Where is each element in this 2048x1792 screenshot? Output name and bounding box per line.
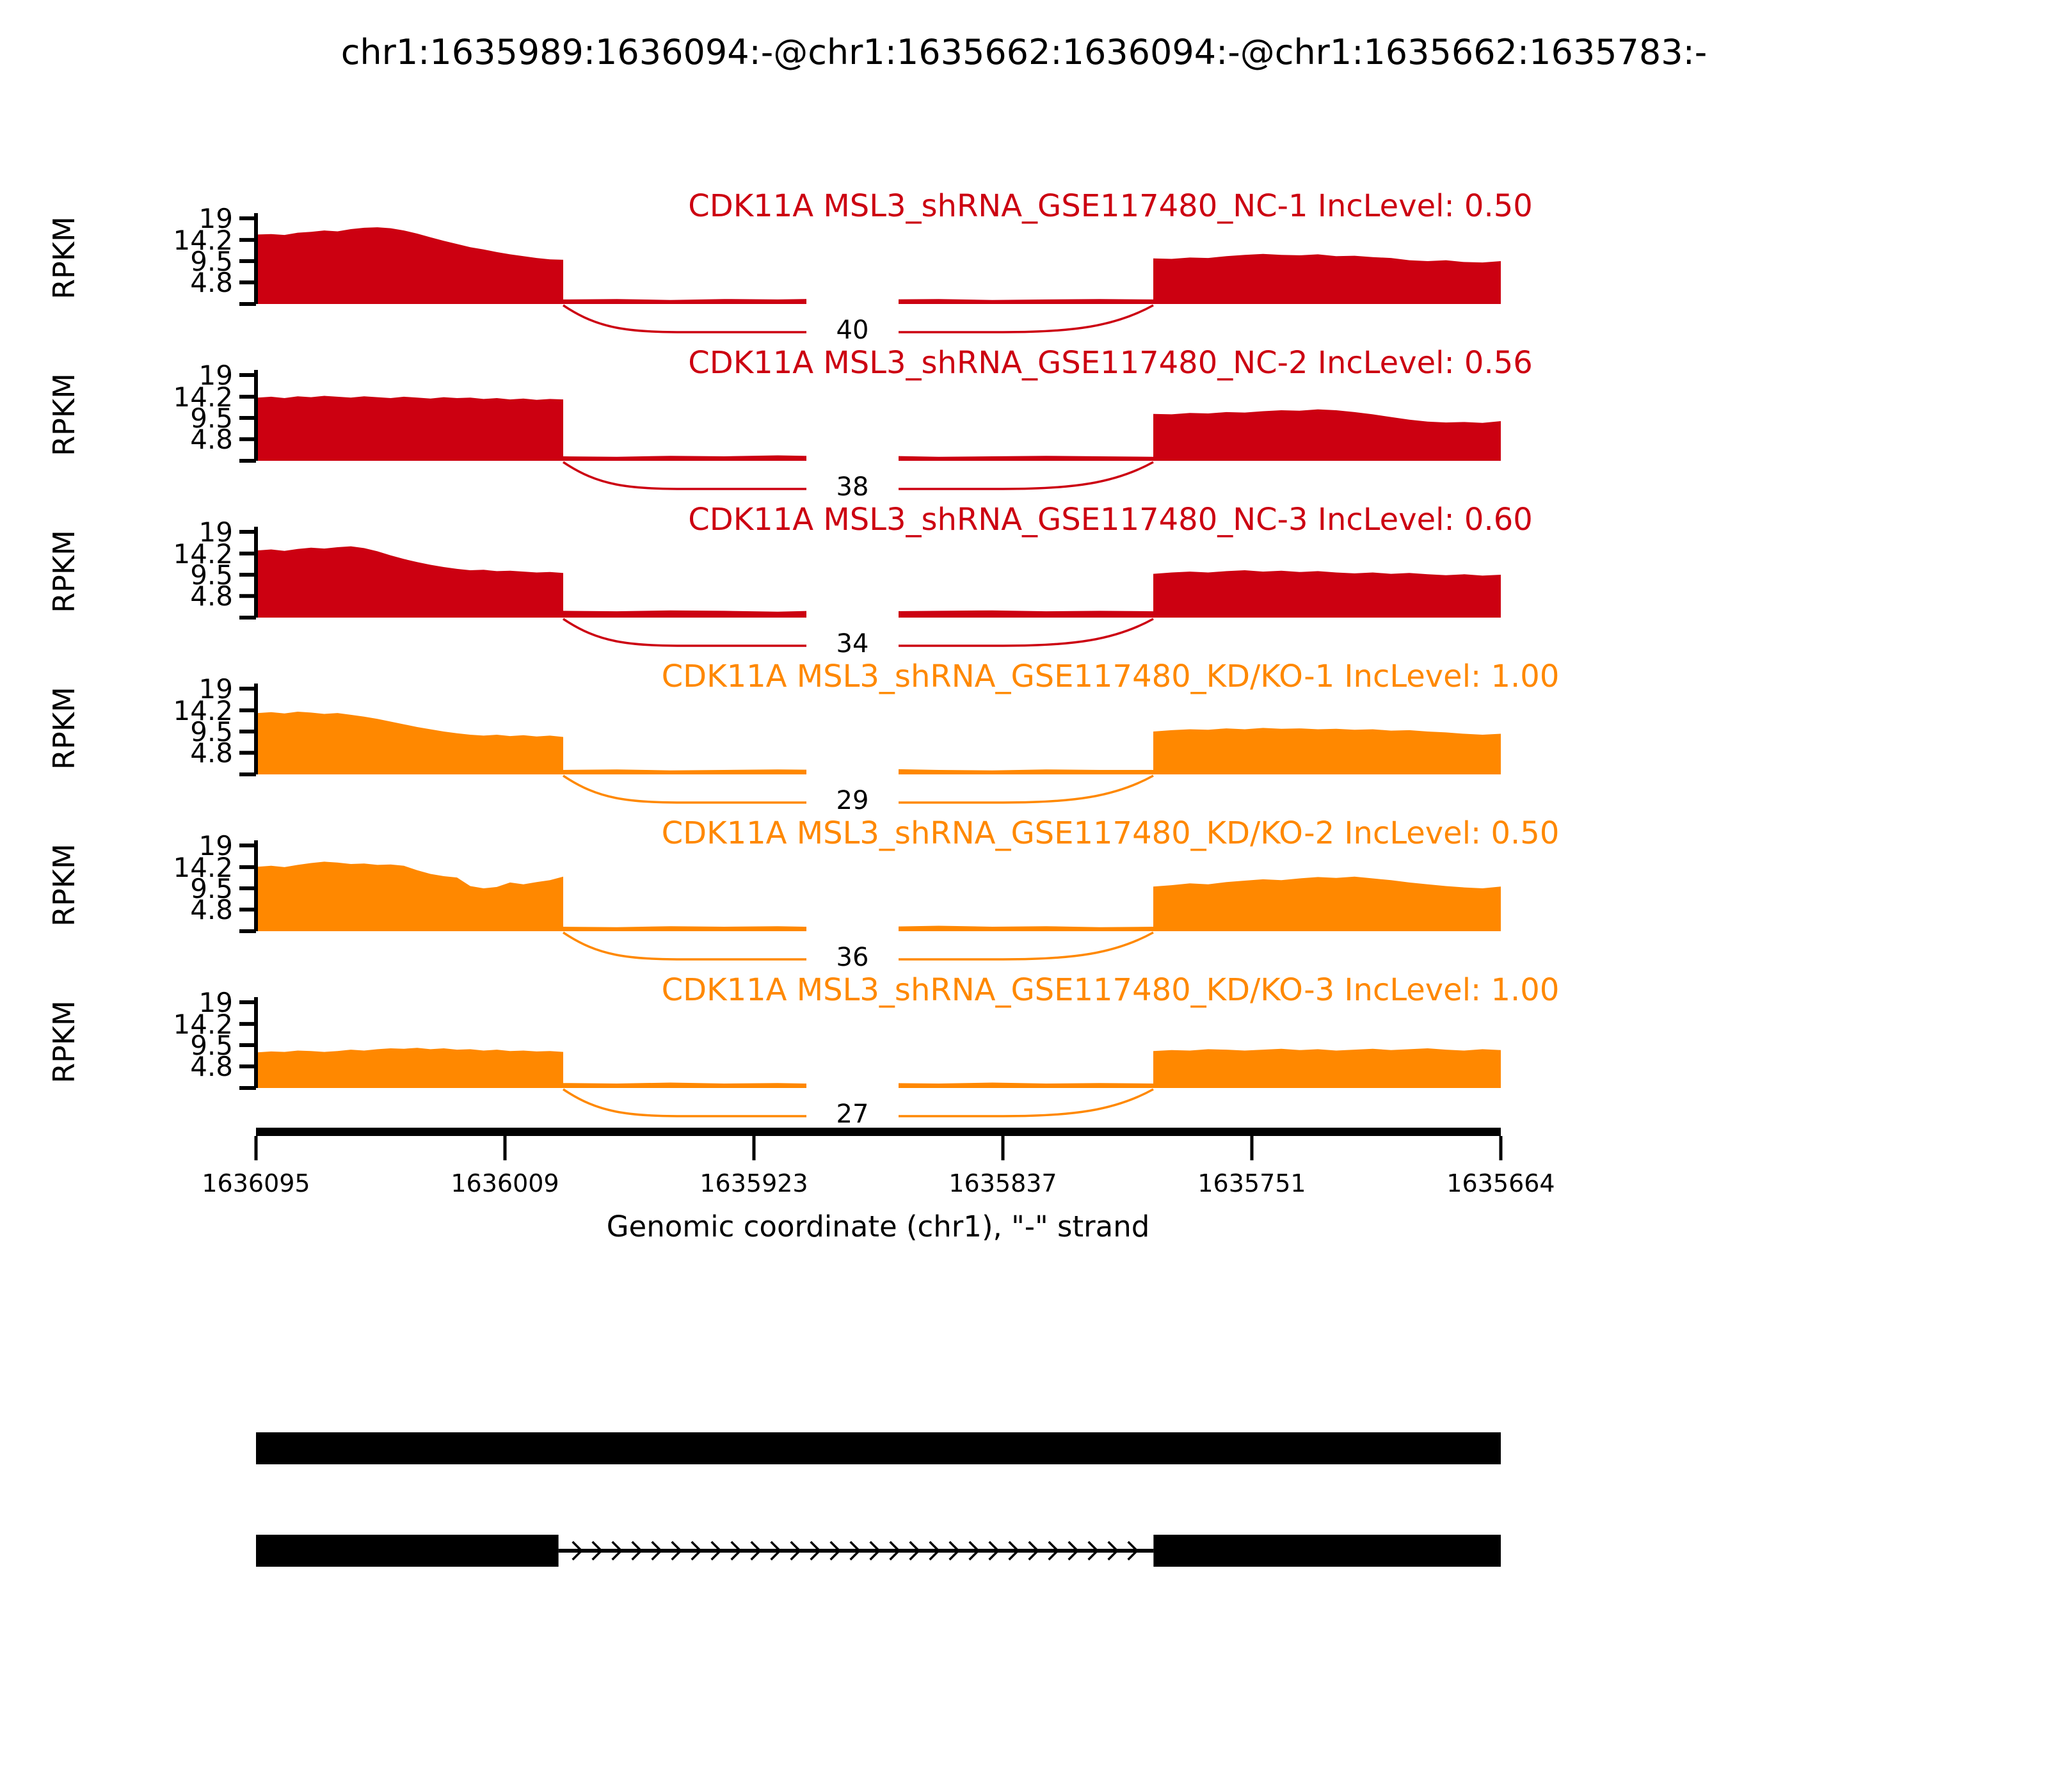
y-axis bbox=[239, 370, 258, 463]
y-tick-label: 9.5 bbox=[190, 1030, 233, 1061]
x-tick-label: 1636009 bbox=[451, 1169, 559, 1197]
junction-arc bbox=[563, 774, 1154, 804]
coverage-area bbox=[258, 396, 1501, 461]
x-tick-label: 1635923 bbox=[700, 1169, 808, 1197]
y-axis-title: RPKM bbox=[47, 530, 81, 613]
isoform-2-exon-1 bbox=[256, 1535, 559, 1567]
track-title: CDK11A MSL3_shRNA_GSE117480_KD/KO-1 IncL… bbox=[662, 659, 1560, 694]
coverage-area bbox=[258, 227, 1501, 304]
y-axis-title: RPKM bbox=[47, 687, 81, 770]
y-tick-label: 19 bbox=[199, 516, 233, 548]
junction-count-box bbox=[806, 763, 899, 813]
junction-count: 36 bbox=[836, 943, 869, 972]
x-tick bbox=[1499, 1136, 1503, 1160]
isoform-2-intron-line bbox=[558, 1549, 1154, 1553]
y-axis bbox=[239, 527, 258, 620]
coverage-area bbox=[258, 712, 1501, 774]
junction-count-box bbox=[806, 920, 899, 970]
x-tick bbox=[254, 1136, 258, 1160]
junction-count-box bbox=[806, 1076, 899, 1126]
y-axis bbox=[239, 213, 258, 306]
y-tick-label: 9.5 bbox=[190, 403, 233, 434]
y-tick-label: 4.8 bbox=[190, 267, 233, 298]
y-tick-label: 14.2 bbox=[173, 852, 233, 883]
gene-model bbox=[256, 1432, 1501, 1567]
x-tick bbox=[1001, 1136, 1005, 1160]
coverage-area bbox=[258, 546, 1501, 618]
y-tick-label: 19 bbox=[199, 673, 233, 705]
x-tick-label: 1635664 bbox=[1446, 1169, 1555, 1197]
y-tick-label: 4.8 bbox=[190, 1051, 233, 1082]
junction-count-box bbox=[806, 292, 899, 342]
isoform-2-exon-2 bbox=[1153, 1535, 1501, 1567]
y-tick-label: 14.2 bbox=[173, 381, 233, 413]
junction-count-box bbox=[806, 449, 899, 499]
y-tick-label: 4.8 bbox=[190, 894, 233, 925]
x-tick-label: 1635837 bbox=[948, 1169, 1057, 1197]
y-tick-label: 14.2 bbox=[173, 1009, 233, 1040]
track-title: CDK11A MSL3_shRNA_GSE117480_NC-2 IncLeve… bbox=[688, 345, 1533, 381]
y-axis bbox=[239, 840, 258, 933]
junction-arc bbox=[563, 1088, 1154, 1117]
y-tick-label: 4.8 bbox=[190, 424, 233, 455]
y-tick-label: 9.5 bbox=[190, 873, 233, 904]
y-tick-label: 4.8 bbox=[190, 737, 233, 769]
x-tick-label: 1636095 bbox=[202, 1169, 310, 1197]
track-title: CDK11A MSL3_shRNA_GSE117480_NC-3 IncLeve… bbox=[688, 502, 1533, 538]
y-axis bbox=[239, 684, 258, 776]
track-title: CDK11A MSL3_shRNA_GSE117480_NC-1 IncLeve… bbox=[688, 188, 1533, 224]
y-axis-title: RPKM bbox=[47, 1000, 81, 1084]
y-axis-title: RPKM bbox=[47, 373, 81, 456]
junction-arc bbox=[563, 304, 1154, 333]
x-tick-label: 1635751 bbox=[1197, 1169, 1306, 1197]
junction-count: 34 bbox=[836, 629, 869, 659]
track-title: CDK11A MSL3_shRNA_GSE117480_KD/KO-3 IncL… bbox=[662, 972, 1560, 1008]
x-axis: 1636095 1636009 1635923 1635837 1635751 16356… bbox=[202, 1128, 1555, 1244]
y-tick-label: 4.8 bbox=[190, 580, 233, 612]
x-axis-line bbox=[256, 1128, 1501, 1136]
junction-arc bbox=[563, 618, 1154, 647]
y-tick-label: 9.5 bbox=[190, 246, 233, 277]
junction-count: 40 bbox=[836, 316, 869, 345]
junction-count: 38 bbox=[836, 472, 869, 502]
junction-count: 27 bbox=[836, 1100, 869, 1129]
x-tick bbox=[1250, 1136, 1254, 1160]
junction-count: 29 bbox=[836, 786, 869, 815]
y-tick-label: 14.2 bbox=[173, 225, 233, 256]
y-tick-label: 19 bbox=[199, 830, 233, 861]
junction-arc bbox=[563, 461, 1154, 490]
y-tick-label: 19 bbox=[199, 203, 233, 234]
intron-direction-arrows bbox=[572, 1540, 1139, 1561]
y-tick-label: 9.5 bbox=[190, 559, 233, 591]
junction-arc bbox=[563, 931, 1154, 961]
x-tick bbox=[752, 1136, 756, 1160]
y-axis bbox=[239, 997, 258, 1090]
coverage-area bbox=[258, 1048, 1501, 1088]
y-tick-label: 14.2 bbox=[173, 538, 233, 570]
y-tick-label: 14.2 bbox=[173, 695, 233, 726]
y-axis-title: RPKM bbox=[47, 844, 81, 927]
coverage-area bbox=[258, 861, 1501, 931]
figure-title: chr1:1635989:1636094:-@chr1:1635662:1636… bbox=[340, 32, 1708, 72]
y-tick-label: 9.5 bbox=[190, 716, 233, 748]
y-axis-title: RPKM bbox=[47, 216, 81, 300]
x-axis-title: Genomic coordinate (chr1), "-" strand bbox=[607, 1210, 1150, 1244]
x-tick bbox=[503, 1136, 507, 1160]
y-tick-label: 19 bbox=[199, 360, 233, 391]
isoform-1-exon bbox=[256, 1432, 1501, 1464]
junction-count-box bbox=[806, 606, 899, 656]
y-tick-label: 19 bbox=[199, 987, 233, 1018]
track-title: CDK11A MSL3_shRNA_GSE117480_KD/KO-2 IncL… bbox=[662, 815, 1560, 851]
